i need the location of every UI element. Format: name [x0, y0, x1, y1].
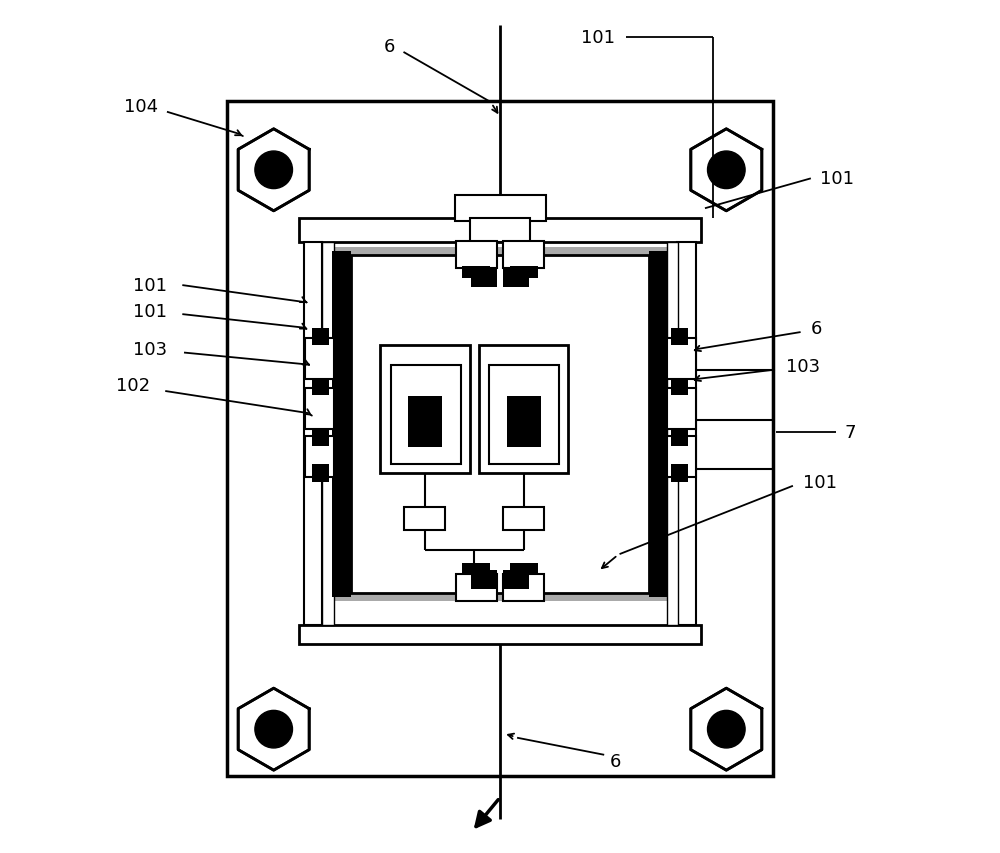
Bar: [380, 345, 470, 473]
Text: 6: 6: [810, 319, 822, 338]
Bar: [671, 429, 688, 446]
Bar: [503, 269, 529, 287]
Bar: [312, 328, 329, 345]
Bar: [305, 339, 334, 380]
Bar: [456, 241, 497, 269]
Text: 103: 103: [133, 340, 167, 359]
Bar: [299, 219, 701, 243]
Text: 6: 6: [383, 38, 395, 56]
Bar: [332, 252, 351, 597]
Bar: [503, 571, 529, 589]
Text: 6: 6: [610, 751, 621, 770]
Bar: [227, 102, 773, 776]
Bar: [305, 388, 334, 429]
Bar: [470, 219, 530, 243]
Polygon shape: [238, 130, 309, 212]
Bar: [667, 388, 696, 429]
Bar: [649, 252, 668, 597]
Text: 103: 103: [786, 357, 820, 376]
Text: 101: 101: [803, 473, 837, 491]
Bar: [299, 625, 701, 644]
Circle shape: [255, 711, 292, 748]
Text: 104: 104: [124, 97, 158, 116]
Bar: [351, 256, 649, 593]
Polygon shape: [691, 688, 762, 770]
Bar: [507, 397, 541, 448]
Bar: [503, 241, 544, 269]
Bar: [471, 269, 497, 287]
Bar: [305, 437, 334, 478]
Bar: [304, 243, 322, 625]
Bar: [462, 267, 490, 279]
Circle shape: [708, 152, 745, 189]
Bar: [479, 345, 568, 473]
Text: 101: 101: [581, 29, 615, 48]
Bar: [671, 465, 688, 482]
Bar: [312, 429, 329, 446]
Bar: [322, 243, 334, 625]
Bar: [312, 465, 329, 482]
Bar: [677, 243, 696, 625]
Bar: [333, 247, 667, 601]
Bar: [510, 267, 538, 279]
Bar: [456, 574, 497, 601]
Text: 101: 101: [133, 302, 167, 321]
Bar: [408, 397, 442, 448]
Bar: [489, 366, 559, 464]
Text: 7: 7: [844, 423, 856, 442]
Bar: [667, 339, 696, 380]
Bar: [391, 366, 461, 464]
Circle shape: [255, 152, 292, 189]
Bar: [671, 379, 688, 396]
Bar: [510, 564, 538, 576]
Bar: [503, 574, 544, 601]
Bar: [667, 437, 696, 478]
Text: 101: 101: [133, 276, 167, 295]
Text: 102: 102: [116, 376, 150, 395]
Bar: [312, 379, 329, 396]
Circle shape: [708, 711, 745, 748]
Bar: [404, 508, 445, 531]
Bar: [667, 243, 678, 625]
Text: 101: 101: [820, 170, 854, 189]
Bar: [455, 196, 546, 222]
Bar: [671, 328, 688, 345]
Bar: [462, 564, 490, 576]
Polygon shape: [691, 130, 762, 212]
Polygon shape: [238, 688, 309, 770]
Bar: [471, 571, 497, 589]
Bar: [503, 508, 544, 531]
